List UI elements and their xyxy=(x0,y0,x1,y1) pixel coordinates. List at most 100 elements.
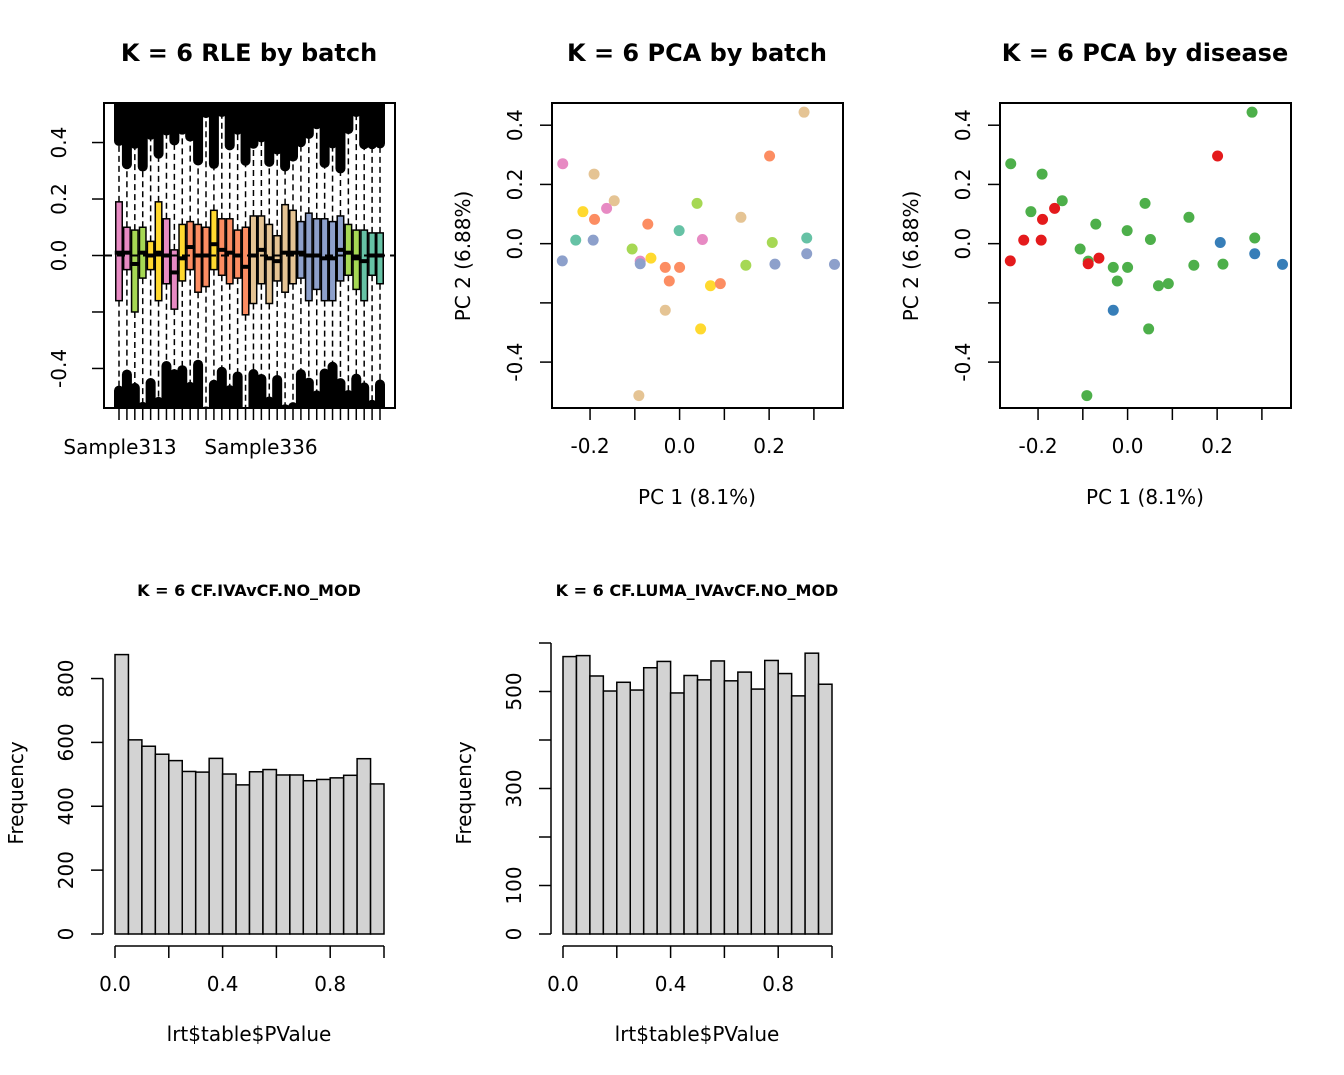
histogram-bar xyxy=(804,652,820,935)
histogram-xtick-label: 0.4 xyxy=(655,972,687,996)
pca-point xyxy=(663,275,675,287)
histogram-bar xyxy=(642,666,658,935)
rle-outliers-top xyxy=(193,103,204,166)
rle-outliers-top xyxy=(303,103,314,139)
histogram-luma-plot-area: 0.0 0.4 0.8 0 100 300 500 xyxy=(502,642,833,996)
pca-disease-ylabel: PC 2 (6.88%) xyxy=(899,191,923,322)
pca-point xyxy=(626,243,638,255)
rle-outliers-top xyxy=(319,103,330,168)
rle-outliers-bottom xyxy=(367,399,378,408)
rle-outliers-top xyxy=(177,103,188,135)
pca-point xyxy=(740,259,752,271)
rle-outliers-top xyxy=(153,103,164,159)
rle-outliers-top xyxy=(114,103,124,146)
histogram-luma-title: K = 6 CF.LUMA_IVAvCF.NO_MOD xyxy=(556,581,839,600)
pca-batch-title: K = 6 PCA by batch xyxy=(567,39,827,67)
histogram-bar xyxy=(289,774,305,935)
pca-point xyxy=(577,206,589,218)
pca-point xyxy=(659,304,671,316)
rle-box xyxy=(241,226,250,316)
pca-xtick-label: 0.2 xyxy=(1201,434,1233,458)
pca-point xyxy=(1152,280,1164,292)
pca-ytick-label: 0.0 xyxy=(951,228,975,260)
histogram-bar xyxy=(696,679,712,935)
histogram-luma-panel: K = 6 CF.LUMA_IVAvCF.NO_MOD 0.0 0.4 0.8 0 10… xyxy=(452,581,838,1046)
rle-ytick-label: 0.0 xyxy=(47,240,71,272)
histogram-xtick-label: 0.0 xyxy=(99,972,131,996)
rle-outliers-top xyxy=(161,103,172,136)
rle-box xyxy=(376,232,384,285)
histogram-bar xyxy=(656,660,672,935)
rle-box xyxy=(130,229,139,313)
rle-outliers-top xyxy=(121,103,132,170)
pca-point xyxy=(1188,259,1200,271)
histogram-bar xyxy=(262,768,278,935)
histogram-bar xyxy=(764,659,779,935)
rle-outliers-top xyxy=(201,103,211,119)
histogram-bar xyxy=(168,759,184,935)
pca-point xyxy=(1122,261,1134,273)
pca-point xyxy=(1121,225,1133,237)
pca-plot-frame xyxy=(551,102,844,409)
histogram-ytick-label: 500 xyxy=(502,672,526,710)
pca-point xyxy=(1005,158,1017,170)
histogram-bar xyxy=(316,778,331,935)
histogram-bar xyxy=(208,757,224,935)
pca-point xyxy=(1107,304,1119,316)
rle-outliers-bottom xyxy=(193,359,204,408)
histogram-ivavcf-ylabel: Frequency xyxy=(4,741,28,844)
histogram-bar xyxy=(194,771,210,935)
rle-outliers-top xyxy=(351,103,362,118)
pca-point xyxy=(1183,211,1195,223)
rle-outliers-bottom xyxy=(153,396,164,408)
histogram-bar xyxy=(221,773,237,935)
pca-disease-title: K = 6 PCA by disease xyxy=(1002,39,1289,67)
pca-ytick-label: 0.4 xyxy=(951,109,975,141)
rle-outliers-top xyxy=(256,103,267,143)
rle-outliers-top xyxy=(375,103,385,149)
rle-box xyxy=(122,226,131,271)
pca-batch-ylabel: PC 2 (6.88%) xyxy=(451,191,475,322)
histogram-bar xyxy=(683,674,699,935)
histogram-ivavcf-title: K = 6 CF.IVAvCF.NO_MOD xyxy=(137,581,361,600)
pca-xtick-label: -0.2 xyxy=(571,434,610,458)
histogram-ytick-label: 300 xyxy=(502,769,526,807)
pca-point xyxy=(704,280,716,292)
rle-outliers-top xyxy=(288,103,298,162)
rle-outliers-bottom xyxy=(232,371,243,408)
pca-ytick-label: 0.2 xyxy=(951,169,975,201)
histogram-bar xyxy=(127,739,143,935)
histogram-bar xyxy=(669,692,685,935)
histogram-bar xyxy=(602,690,618,935)
histogram-bar xyxy=(141,745,157,935)
pca-xtick-label: -0.2 xyxy=(1019,434,1058,458)
rle-outliers-bottom xyxy=(272,374,283,408)
rle-outliers-bottom xyxy=(375,379,385,408)
pca-ytick-label: 0.4 xyxy=(503,109,527,141)
rle-outliers-bottom xyxy=(359,382,370,408)
pca-plot-frame xyxy=(999,102,1292,409)
pca-point xyxy=(1217,258,1229,270)
pca-ytick-label: 0.0 xyxy=(503,228,527,260)
histogram-luma-ylabel: Frequency xyxy=(452,741,476,844)
histogram-ytick-label: 200 xyxy=(54,851,78,889)
pca-ytick-label: -0.4 xyxy=(503,343,527,382)
histogram-bar xyxy=(248,771,264,935)
histogram-luma-xlabel: lrt$table$PValue xyxy=(615,1022,780,1046)
pca-point xyxy=(587,234,599,246)
pca-point xyxy=(634,258,646,270)
rle-box xyxy=(289,209,297,285)
histogram-ytick-label: 100 xyxy=(502,866,526,904)
rle-outliers-top xyxy=(169,103,180,146)
pca-point xyxy=(633,390,645,402)
histogram-bar xyxy=(369,783,385,935)
pca-batch-plot-area: -0.2 0.0 0.2 -0.4 0.0 0.2 0.4 xyxy=(503,102,844,458)
histogram-ytick-label: 600 xyxy=(54,723,78,761)
histogram-bar xyxy=(616,681,631,935)
histogram-bar xyxy=(562,655,578,935)
rle-box xyxy=(281,203,290,293)
rle-outliers-top xyxy=(367,103,378,150)
pca-point xyxy=(766,236,778,248)
histogram-bar xyxy=(629,689,645,935)
pca-point xyxy=(645,252,657,264)
